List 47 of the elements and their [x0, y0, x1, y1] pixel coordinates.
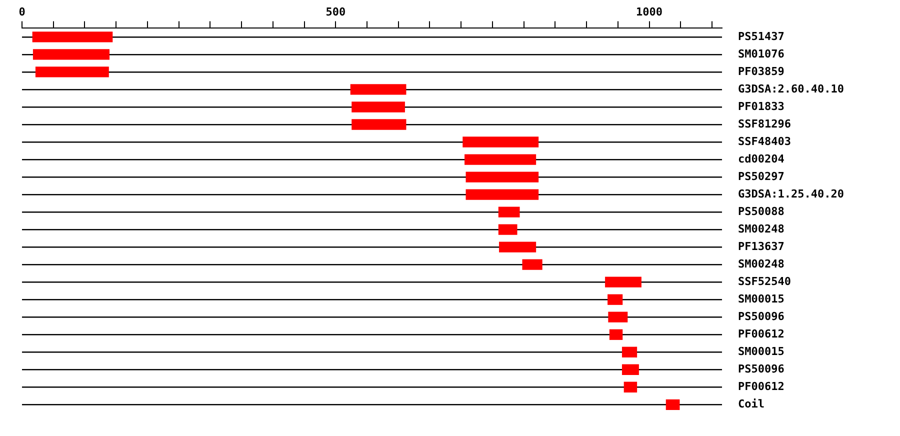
- x-tick-label: 1000: [636, 5, 663, 18]
- y-tick-label: PF01833: [738, 100, 784, 113]
- bar: [608, 312, 628, 322]
- y-tick-label: G3DSA:2.60.40.10: [738, 82, 844, 96]
- y-tick-label: SM00015: [738, 292, 784, 306]
- bar: [466, 172, 539, 182]
- bar: [464, 154, 536, 165]
- bar: [32, 49, 110, 60]
- bar: [498, 206, 520, 218]
- bar: [32, 32, 113, 42]
- bar: [622, 346, 638, 358]
- y-tick-label: SM00248: [738, 222, 784, 236]
- x-tick-label: 500: [326, 5, 346, 18]
- y-tick-label: SM00015: [738, 344, 784, 358]
- bar: [622, 364, 639, 375]
- y-tick-label: PS50096: [738, 362, 785, 376]
- y-tick-label: PF00612: [738, 380, 784, 393]
- y-tick-label: PF03859: [738, 64, 784, 78]
- y-tick-label: PS50096: [738, 310, 785, 323]
- bar: [352, 102, 405, 112]
- y-tick-label: G3DSA:1.25.40.20: [738, 187, 844, 200]
- x-tick-label: 0: [18, 5, 26, 18]
- y-tick-label: Coil: [738, 398, 765, 411]
- y-tick-label: PS50297: [738, 170, 784, 183]
- bar: [499, 242, 536, 252]
- y-tick-label: cd00204: [738, 152, 785, 166]
- y-tick-label: SSF52540: [738, 274, 792, 288]
- y-tick-label: PF13637: [738, 240, 784, 253]
- bar: [352, 119, 406, 130]
- bar: [609, 329, 623, 340]
- y-tick-label: SSF48403: [738, 134, 792, 148]
- bar: [624, 382, 638, 392]
- bar: [462, 136, 539, 148]
- bar: [35, 66, 109, 78]
- y-tick-label: PS50088: [738, 204, 784, 218]
- bar: [498, 224, 518, 235]
- y-tick-label: SM01076: [738, 47, 785, 60]
- y-tick-label: PF00612: [738, 327, 784, 340]
- bar: [466, 189, 539, 200]
- bar: [522, 259, 542, 270]
- y-tick-label: SSF81296: [738, 117, 792, 130]
- y-tick-label: PS51437: [738, 30, 784, 43]
- bar: [666, 399, 680, 410]
- y-tick-label: SM00248: [738, 257, 784, 270]
- bar: [350, 84, 406, 95]
- bar: [608, 294, 623, 305]
- bar: [605, 276, 642, 288]
